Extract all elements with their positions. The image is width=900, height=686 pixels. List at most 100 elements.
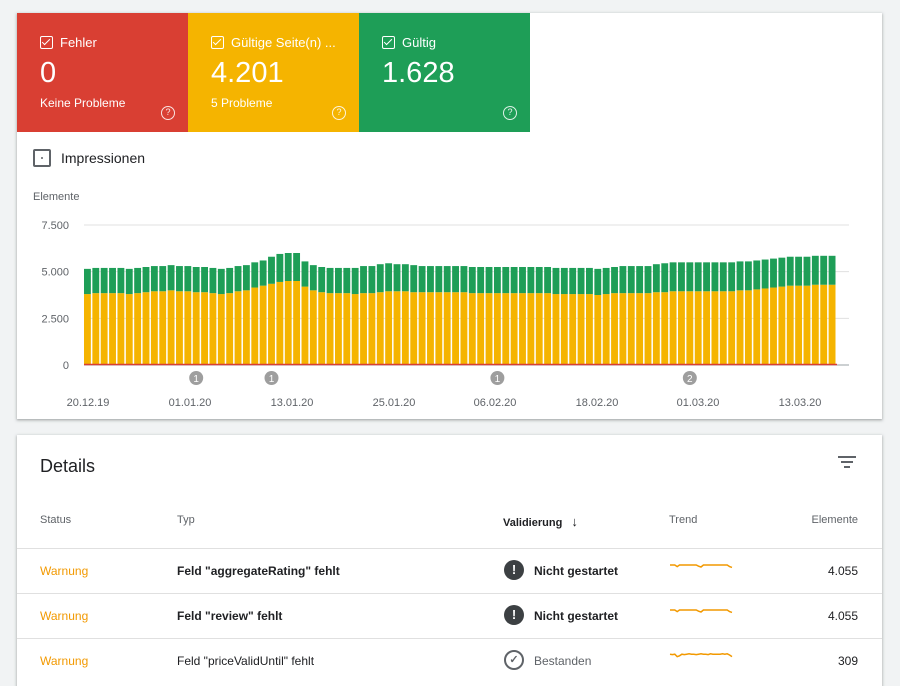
tile-value: 0	[40, 57, 57, 89]
bar-segment	[627, 266, 635, 294]
bar-segment	[795, 285, 803, 365]
tile-errors[interactable]: Fehler 0 Keine Probleme ?	[17, 13, 188, 132]
annotation-marker	[264, 371, 279, 385]
bar-segment	[443, 266, 451, 293]
checkbox-checked-icon[interactable]	[211, 36, 224, 49]
x-tick-label: 25.01.20	[373, 397, 416, 409]
bar-segment	[427, 292, 434, 365]
bar-segment	[226, 267, 234, 294]
bar-segment	[460, 266, 468, 293]
bar-segment	[360, 266, 367, 294]
bar-segment	[552, 267, 560, 295]
x-tick-label: 18.02.20	[576, 397, 619, 409]
bar-segment	[669, 262, 677, 292]
filter-icon[interactable]	[838, 454, 858, 470]
status-cell[interactable]: Warnung	[40, 654, 89, 668]
header-elemente[interactable]: Elemente	[811, 514, 858, 526]
chart-axis: 20.12.19 01.01.20 13.01.20 25.01.20 06.02.20…	[67, 397, 822, 409]
trend-line	[670, 609, 733, 614]
bar-segment	[150, 291, 158, 365]
impressions-toggle[interactable]: Impressionen	[33, 149, 145, 167]
alert-icon: !	[504, 605, 524, 625]
bar-segment	[577, 267, 585, 295]
bar-segment	[786, 285, 794, 365]
bar-segment	[335, 293, 342, 365]
bar-segment	[795, 256, 803, 286]
bar-segment	[703, 291, 710, 365]
table-row[interactable]: Warnung Feld "review" fehlt ! Nicht gest…	[17, 593, 882, 638]
bar-segment	[142, 292, 150, 365]
bar-segment	[309, 290, 317, 365]
checkbox-unchecked-icon[interactable]	[33, 149, 51, 167]
bar-segment	[142, 267, 150, 293]
bar-segment	[100, 267, 108, 294]
bar-segment	[519, 267, 526, 294]
bar-segment	[368, 266, 376, 294]
help-icon[interactable]: ?	[503, 106, 517, 120]
annotation-marker	[682, 371, 697, 385]
tile-subtitle: Keine Probleme	[40, 96, 126, 110]
tile-valid[interactable]: Gültig 1.628 ?	[359, 13, 530, 132]
bar-segment	[167, 290, 175, 365]
help-icon[interactable]: ?	[161, 106, 175, 120]
bar-segment	[351, 267, 359, 295]
status-cell[interactable]: Warnung	[40, 609, 89, 623]
sort-arrow-down-icon[interactable]: ↓	[571, 514, 578, 529]
bar-segment	[736, 261, 744, 291]
table-row[interactable]: Warnung Feld "priceValidUntil" fehlt ✓ B…	[17, 638, 882, 683]
bar-segment	[544, 267, 552, 294]
elements-cell: 4.055	[827, 564, 858, 578]
help-icon[interactable]: ?	[332, 106, 346, 120]
chart-bars	[84, 253, 837, 366]
bar-segment	[92, 267, 100, 294]
bar-segment	[828, 284, 836, 365]
bar-segment	[778, 286, 786, 365]
bar-segment	[485, 267, 493, 294]
bar-segment	[84, 268, 91, 295]
bar-segment	[611, 267, 618, 294]
checkbox-checked-icon[interactable]	[382, 36, 395, 49]
bar-segment	[510, 293, 518, 365]
bar-segment	[703, 262, 710, 292]
tile-valid-with-warnings[interactable]: Gültige Seite(n) ... 4.201 5 Probleme ?	[188, 13, 359, 132]
bar-segment	[335, 267, 342, 294]
bar-segment	[276, 281, 284, 365]
bar-segment	[360, 293, 367, 365]
bar-segment	[209, 267, 217, 294]
bar-segment	[368, 293, 376, 365]
bar-segment	[728, 262, 736, 292]
header-typ[interactable]: Typ	[177, 514, 195, 526]
annotation-label: 1	[193, 374, 199, 385]
bar-segment	[92, 293, 100, 365]
header-status[interactable]: Status	[40, 514, 72, 526]
bar-segment	[418, 266, 426, 293]
bar-segment	[820, 255, 828, 285]
table-row[interactable]: Warnung Feld "aggregateRating" fehlt ! N…	[17, 548, 882, 593]
bar-segment	[728, 291, 736, 365]
bar-segment	[644, 266, 652, 294]
checkbox-checked-icon[interactable]	[40, 36, 53, 49]
bar-segment	[109, 267, 116, 294]
bar-segment	[577, 294, 585, 365]
bar-segment	[778, 257, 786, 287]
bar-segment	[527, 267, 535, 294]
header-validierung[interactable]: Validierung ↓	[503, 514, 578, 529]
bar-segment	[611, 293, 618, 365]
bar-segment	[226, 293, 234, 365]
bar-segment	[510, 267, 518, 294]
bar-segment	[125, 294, 133, 365]
header-trend[interactable]: Trend	[669, 514, 698, 526]
bar-segment	[410, 292, 418, 365]
bar-segment	[150, 266, 158, 292]
bar-segment	[435, 266, 443, 293]
bar-segment	[627, 293, 635, 365]
bar-segment	[569, 267, 577, 295]
bar-segment	[134, 267, 142, 294]
status-cell[interactable]: Warnung	[40, 564, 89, 578]
bar-segment	[586, 267, 593, 295]
x-tick-label: 13.01.20	[271, 397, 314, 409]
bar-segment	[694, 262, 702, 292]
bar-segment	[761, 288, 769, 365]
impressions-label: Impressionen	[61, 150, 146, 166]
bar-segment	[636, 293, 644, 365]
